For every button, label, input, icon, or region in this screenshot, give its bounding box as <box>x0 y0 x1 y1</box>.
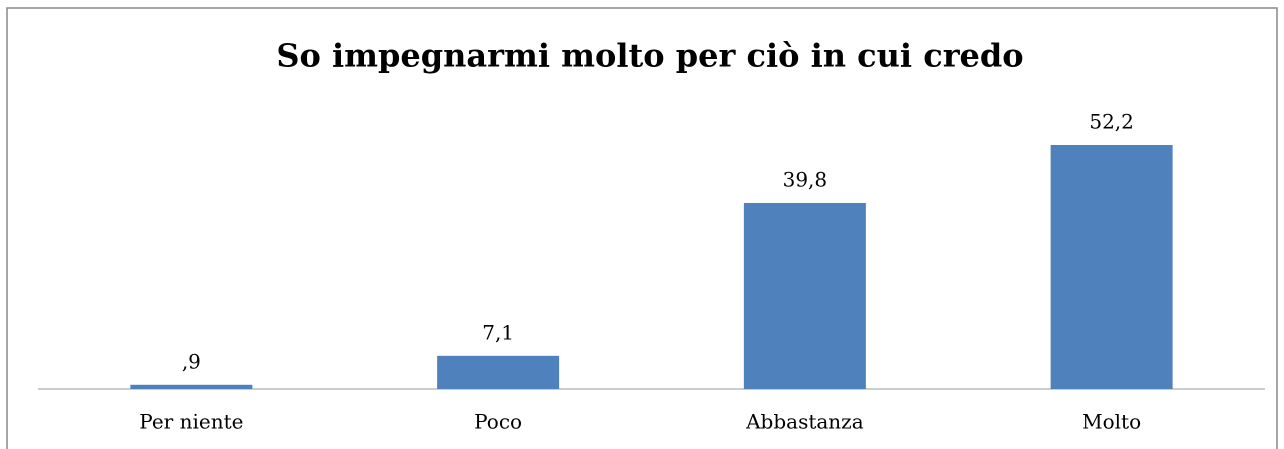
value-label: 52,2 <box>1089 110 1134 134</box>
value-label: ,9 <box>182 349 201 373</box>
value-label: 39,8 <box>783 167 828 191</box>
value-label: 7,1 <box>482 320 514 344</box>
bar <box>1050 145 1173 389</box>
bar <box>743 202 866 389</box>
x-tick-label: Molto <box>1082 410 1141 434</box>
chart-title: So impegnarmi molto per ciò in cui credo <box>276 37 1023 75</box>
bar <box>130 384 253 389</box>
bar <box>437 355 560 389</box>
x-tick-label: Poco <box>474 410 522 434</box>
x-tick-label: Abbastanza <box>745 410 864 434</box>
x-tick-label: Per niente <box>139 410 243 434</box>
